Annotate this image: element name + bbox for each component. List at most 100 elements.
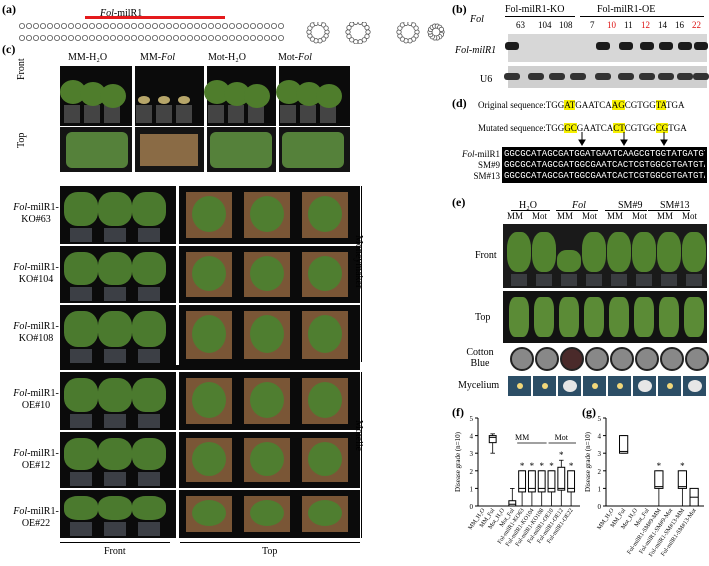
e-sub-6: MM (657, 211, 674, 221)
panel-label-a: (a) (2, 2, 16, 16)
vsep (176, 432, 179, 488)
e-pot (586, 274, 602, 286)
header-1: MM-Fol (140, 52, 176, 63)
mycelium-colony-3 (592, 383, 598, 389)
e-top-foliage (584, 297, 604, 337)
y-tick-label: 3 (470, 450, 474, 458)
cotton-blue-2 (560, 347, 584, 371)
row-label-3: Fol-milR1- OE#10 (13, 388, 59, 411)
top-foliage (192, 382, 226, 418)
y-tick-label: 2 (598, 468, 602, 476)
e-group-3: SM#13 (660, 200, 690, 211)
e-foliage (557, 250, 581, 272)
blot-band-milr1 (596, 42, 610, 50)
front-pot (104, 287, 126, 301)
cotton-blue-5 (635, 347, 659, 371)
e-bracket (648, 210, 690, 211)
front-foliage (64, 496, 98, 520)
front-pot (104, 349, 126, 363)
front-pot (138, 472, 160, 486)
e-pot (511, 274, 527, 286)
view-top-label: Top (16, 132, 27, 148)
header-3: Mot-Fol (278, 52, 312, 63)
e-top-foliage (634, 297, 654, 337)
front-foliage (132, 496, 166, 520)
alignment-row-1: GGCGCATAGCGATGGCGAATCACTCGTGGCGTGATGTAAA (504, 160, 705, 170)
pot (208, 105, 224, 123)
front-foliage (132, 311, 166, 347)
front-pot (104, 228, 126, 242)
top-canopy (282, 132, 344, 168)
box-4 (654, 470, 664, 507)
mutation-arrows (578, 132, 668, 146)
e-bracket (511, 210, 550, 211)
blot-band-u6 (677, 73, 693, 80)
oe-bracket (580, 16, 704, 17)
leaf (316, 84, 342, 108)
vsep (176, 490, 179, 538)
top-foliage (192, 315, 226, 353)
pot (300, 105, 316, 123)
box-6 (677, 470, 687, 507)
e-pot (536, 274, 552, 286)
leaf-wilted (178, 96, 190, 104)
group-label-mot: Mot (555, 433, 569, 442)
leaf (244, 84, 270, 108)
blot-band-u6 (528, 73, 544, 80)
group-label-mm: MM (515, 433, 529, 442)
pot (64, 105, 80, 123)
alignment-box: GGCGCATAGCGATGGATGAATCAAGCGTGGTATGATGTAA… (502, 147, 707, 183)
blot-band-u6 (549, 73, 565, 80)
e-bracket (556, 210, 598, 211)
ylabel: Disease grade (n=10) (584, 431, 592, 492)
panel-a-title: Fol-milR1 (100, 8, 143, 19)
blot-band-u6 (595, 73, 611, 80)
hsep (60, 244, 360, 246)
e-group-2: SM#9 (618, 200, 643, 211)
box-8 (557, 459, 566, 507)
box-5 (527, 470, 536, 507)
e-foliage (657, 232, 681, 272)
milr1-region-bar (85, 16, 225, 19)
box-7 (547, 470, 556, 507)
sig-star: * (539, 461, 544, 471)
y-tick-label: 2 (470, 468, 474, 476)
front-foliage (98, 378, 132, 412)
front-pot (138, 287, 160, 301)
alignment-row-2: GGCGCATAGCGATGGCGAATCACTCGTGGCGTGATGTAAA (504, 171, 705, 181)
chart-f: Disease grade (n=10)012345MM_H₂OMM_FolMo… (454, 415, 580, 548)
e-foliage (507, 232, 531, 272)
chart-g: Disease grade (n=10)012345MM_H₂OMM_FolMo… (584, 415, 704, 558)
e-sub-4: MM (607, 211, 624, 221)
front-foliage (64, 192, 98, 226)
y-tick-label: 0 (470, 503, 474, 511)
front-pot (138, 522, 160, 536)
alignment-name-1: SM#9 (477, 160, 500, 170)
top-foliage (192, 500, 226, 526)
front-pot (138, 228, 160, 242)
blot-lane-ko: 104 (538, 20, 552, 30)
e-foliage (582, 232, 606, 272)
blot-band-milr1 (505, 42, 519, 50)
ylabel: Disease grade (n=10) (454, 431, 462, 492)
front-pot (70, 472, 92, 486)
e-top-foliage (609, 297, 629, 337)
header-2: Mot-H₂O (208, 52, 246, 63)
e-group-1: Fol (572, 200, 586, 211)
row-label-1: Fol-milR1- KO#104 (13, 262, 59, 285)
ko-bracket (505, 16, 575, 17)
e-top-foliage (534, 297, 554, 337)
mycelium-colony-0 (517, 383, 523, 389)
e-row-0: Front (475, 250, 497, 261)
pot (84, 105, 100, 123)
row-label-2: Fol-milR1- KO#108 (13, 321, 59, 344)
panel-label-c: (c) (2, 42, 16, 56)
vsep (176, 305, 179, 365)
leaf-wilted (158, 96, 170, 104)
box-9 (567, 470, 576, 507)
e-pot (661, 274, 677, 286)
e-sub-5: Mot (632, 211, 648, 221)
top-foliage (192, 196, 226, 232)
blot-oe-group: Fol-milR1-OE (597, 4, 656, 15)
front-pot (70, 349, 92, 363)
